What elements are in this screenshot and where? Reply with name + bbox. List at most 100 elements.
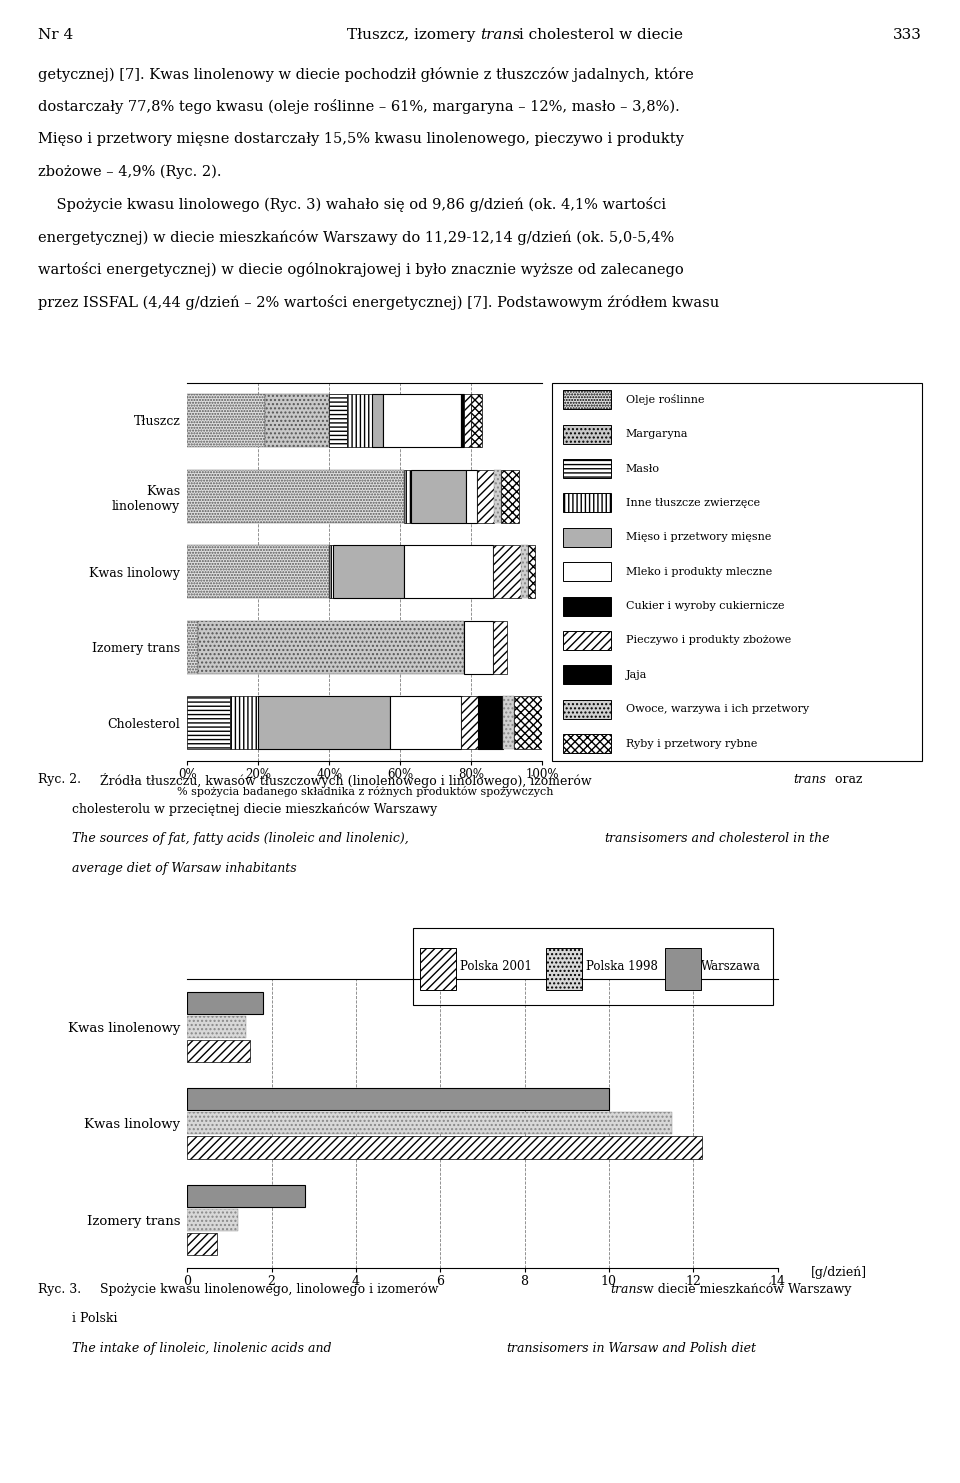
Text: Inne tłuszcze zwierzęce: Inne tłuszcze zwierzęce: [626, 498, 760, 509]
Text: Pieczywo i produkty zbożowe: Pieczywo i produkty zbożowe: [626, 635, 791, 645]
Bar: [382, 394, 461, 446]
Text: Ryby i przetwory rybne: Ryby i przetwory rybne: [626, 739, 757, 749]
Text: Spożycie kwasu linolenowego, linolowego i izomerów: Spożycie kwasu linolenowego, linolowego …: [100, 1283, 443, 1296]
Text: [g/dzień]: [g/dzień]: [811, 1266, 868, 1280]
Bar: [564, 562, 612, 581]
Text: Tłuszcz, izomery: Tłuszcz, izomery: [347, 28, 480, 42]
Bar: [465, 394, 471, 446]
Text: Mięso i przetwory mięsne: Mięso i przetwory mięsne: [626, 532, 771, 543]
Text: przez ISSFAL (4,44 g/dzień – 2% wartości energetycznej) [7]. Podstawowym źródłem: przez ISSFAL (4,44 g/dzień – 2% wartości…: [38, 295, 720, 310]
Text: Cukier i wyroby cukiernicze: Cukier i wyroby cukiernicze: [626, 601, 784, 611]
Text: Margaryna: Margaryna: [626, 429, 688, 439]
Bar: [187, 394, 265, 446]
Text: i cholesterol w diecie: i cholesterol w diecie: [514, 28, 683, 42]
Bar: [461, 394, 465, 446]
Bar: [329, 546, 333, 598]
Bar: [187, 470, 404, 522]
Bar: [187, 621, 198, 673]
Text: Owoce, warzywa i ich przetwory: Owoce, warzywa i ich przetwory: [626, 704, 809, 715]
Bar: [229, 697, 258, 749]
Bar: [564, 390, 612, 409]
Text: Mięso i przetwory mięsne dostarczały 15,5% kwasu linolenowego, pieczywo i produk: Mięso i przetwory mięsne dostarczały 15,…: [38, 132, 684, 145]
Bar: [187, 546, 329, 598]
Bar: [187, 1232, 217, 1255]
Text: The intake of linoleic, linolenic acids and: The intake of linoleic, linolenic acids …: [72, 1342, 335, 1355]
Text: isomers and cholesterol in the: isomers and cholesterol in the: [634, 832, 829, 845]
Text: The sources of fat, fatty acids (linoleic and linolenic),: The sources of fat, fatty acids (linolei…: [72, 832, 413, 845]
Bar: [265, 394, 329, 446]
Text: trans: trans: [793, 773, 826, 786]
Bar: [503, 697, 514, 749]
Text: Polska 2001: Polska 2001: [460, 961, 532, 973]
Bar: [514, 697, 542, 749]
Bar: [411, 470, 466, 522]
Bar: [465, 621, 492, 673]
Bar: [329, 394, 347, 446]
Bar: [420, 948, 456, 991]
Bar: [564, 700, 612, 719]
Text: trans: trans: [611, 1283, 643, 1296]
Text: 333: 333: [893, 28, 922, 42]
Bar: [461, 697, 478, 749]
Text: w diecie mieszkańców Warszawy: w diecie mieszkańców Warszawy: [639, 1283, 852, 1296]
Text: trans: trans: [605, 832, 637, 845]
Bar: [564, 424, 612, 443]
Bar: [492, 546, 521, 598]
Bar: [258, 697, 390, 749]
Bar: [492, 621, 507, 673]
Bar: [564, 734, 612, 753]
Bar: [187, 697, 229, 749]
Bar: [187, 1040, 251, 1062]
Bar: [564, 666, 612, 684]
Bar: [390, 697, 461, 749]
Bar: [187, 992, 263, 1014]
Bar: [564, 494, 612, 513]
Text: Masło: Masło: [626, 464, 660, 473]
Bar: [187, 1185, 305, 1207]
Bar: [404, 546, 492, 598]
Text: Warszawa: Warszawa: [701, 961, 760, 973]
Text: trans: trans: [506, 1342, 539, 1355]
Bar: [471, 394, 482, 446]
Text: dostarczały 77,8% tego kwasu (oleje roślinne – 61%, margaryna – 12%, masło – 3,8: dostarczały 77,8% tego kwasu (oleje rośl…: [38, 99, 680, 114]
Text: Oleje roślinne: Oleje roślinne: [626, 394, 705, 405]
Text: isomers in Warsaw and Polish diet: isomers in Warsaw and Polish diet: [535, 1342, 756, 1355]
Bar: [564, 460, 612, 478]
Bar: [187, 1016, 246, 1038]
Bar: [466, 470, 477, 522]
Bar: [477, 470, 494, 522]
Text: average diet of Warsaw inhabitants: average diet of Warsaw inhabitants: [72, 862, 297, 875]
Bar: [187, 1112, 672, 1134]
Text: Spożycie kwasu linolowego (Ryc. 3) wahało się od 9,86 g/dzień (ok. 4,1% wartości: Spożycie kwasu linolowego (Ryc. 3) wahał…: [38, 197, 666, 212]
Bar: [521, 546, 528, 598]
Bar: [347, 394, 372, 446]
X-axis label: % spożycia badanego składnika z różnych produktów spożywczych: % spożycia badanego składnika z różnych …: [177, 786, 553, 798]
Text: cholesterolu w przeciętnej diecie mieszkańców Warszawy: cholesterolu w przeciętnej diecie mieszk…: [72, 802, 437, 816]
Bar: [187, 1136, 702, 1158]
Bar: [372, 394, 382, 446]
Text: trans: trans: [480, 28, 520, 42]
Text: Ryc. 2.: Ryc. 2.: [38, 773, 85, 786]
Bar: [501, 470, 519, 522]
Bar: [404, 470, 411, 522]
Bar: [494, 470, 501, 522]
Text: Ryc. 3.: Ryc. 3.: [38, 1283, 85, 1296]
Text: Mleko i produkty mleczne: Mleko i produkty mleczne: [626, 567, 772, 577]
Text: Polska 1998: Polska 1998: [586, 961, 658, 973]
Bar: [664, 948, 701, 991]
Text: i Polski: i Polski: [72, 1312, 117, 1326]
Text: getycznej) [7]. Kwas linolenowy w diecie pochodził głównie z tłuszczów jadalnych: getycznej) [7]. Kwas linolenowy w diecie…: [38, 67, 694, 82]
Text: Jaja: Jaja: [626, 670, 647, 679]
Bar: [187, 1209, 238, 1231]
Bar: [564, 528, 612, 547]
Text: energetycznej) w diecie mieszkańców Warszawy do 11,29-12,14 g/dzień (ok. 5,0-5,4: energetycznej) w diecie mieszkańców Wars…: [38, 230, 675, 245]
Bar: [546, 948, 582, 991]
Bar: [198, 621, 465, 673]
Bar: [528, 546, 536, 598]
Text: wartości energetycznej) w diecie ogólnokrajowej i było znacznie wyższe od zaleca: wartości energetycznej) w diecie ogólnok…: [38, 262, 684, 277]
Bar: [478, 697, 503, 749]
Bar: [187, 1089, 609, 1111]
Bar: [333, 546, 404, 598]
Text: Źródła tłuszczu, kwasów tłuszczowych (linolenowego i linolowego), izomerów: Źródła tłuszczu, kwasów tłuszczowych (li…: [100, 773, 595, 787]
Text: Nr 4: Nr 4: [38, 28, 74, 42]
